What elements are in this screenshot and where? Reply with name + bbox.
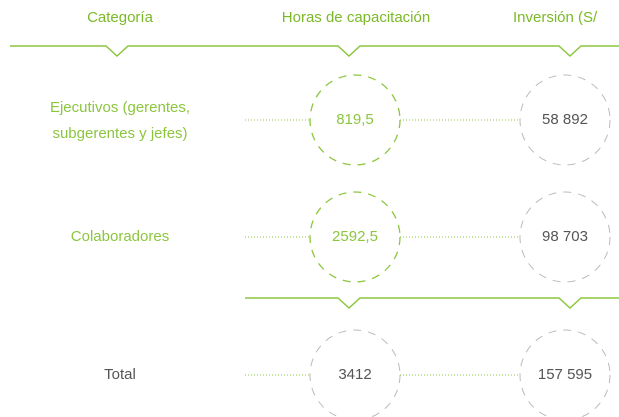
- investment-circle: [519, 191, 611, 283]
- header-hours: Horas de capacitación: [282, 9, 430, 26]
- row-category: subgerentes y jefes): [52, 125, 187, 142]
- investment-value: 98 703: [542, 228, 588, 245]
- total-divider: [245, 297, 619, 310]
- investment-circle: [519, 74, 611, 166]
- investment-circle: [519, 329, 611, 417]
- hours-value: 3412: [338, 366, 371, 383]
- row-category: Colaboradores: [71, 228, 169, 245]
- hours-value: 819,5: [336, 111, 374, 128]
- investment-value: 58 892: [542, 111, 588, 128]
- hours-value: 2592,5: [332, 228, 378, 245]
- row-category: Ejecutivos (gerentes,: [50, 99, 190, 116]
- header-investment: Inversión (S/: [513, 9, 598, 26]
- header-divider: [10, 45, 619, 58]
- investment-value: 157 595: [538, 366, 592, 383]
- total-label: Total: [104, 366, 136, 383]
- header-category: Categoría: [87, 9, 154, 26]
